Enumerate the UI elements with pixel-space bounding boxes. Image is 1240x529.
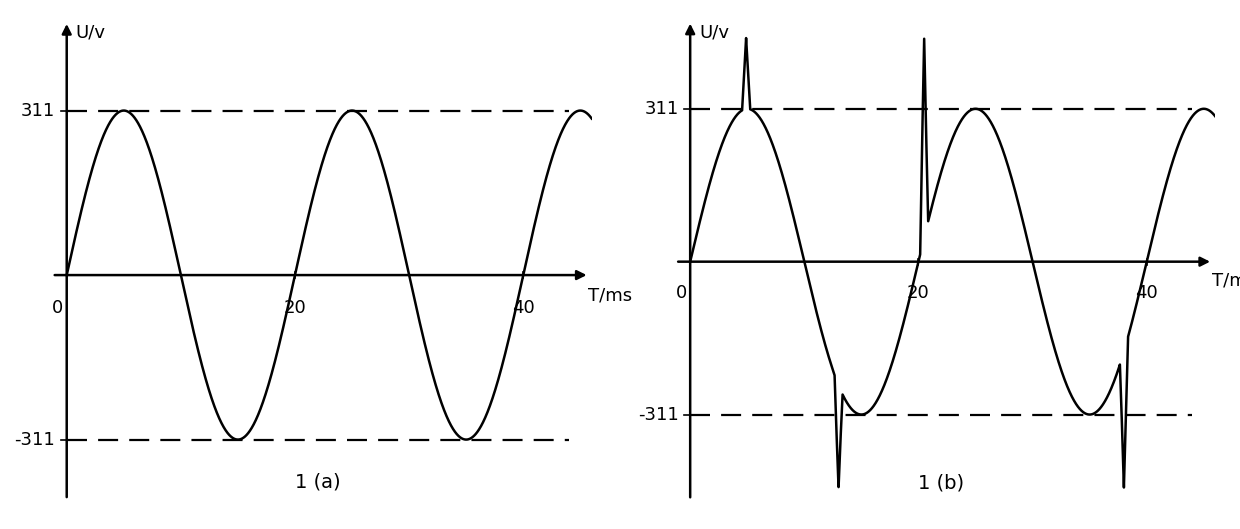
Text: T/ms: T/ms — [1211, 271, 1240, 289]
Text: 20: 20 — [908, 284, 930, 302]
Text: 311: 311 — [21, 102, 56, 120]
Text: 0: 0 — [676, 284, 687, 302]
Text: -311: -311 — [15, 431, 56, 449]
Text: 311: 311 — [645, 100, 678, 118]
Text: 40: 40 — [1136, 284, 1158, 302]
Text: 0: 0 — [52, 299, 63, 317]
Text: 40: 40 — [512, 299, 534, 317]
Text: 1 (a): 1 (a) — [295, 473, 341, 492]
Text: -311: -311 — [639, 406, 678, 424]
Text: 1 (b): 1 (b) — [918, 473, 965, 492]
Text: 20: 20 — [284, 299, 306, 317]
Text: T/ms: T/ms — [588, 286, 632, 304]
Text: U/v: U/v — [76, 24, 105, 42]
Text: U/v: U/v — [699, 23, 729, 41]
